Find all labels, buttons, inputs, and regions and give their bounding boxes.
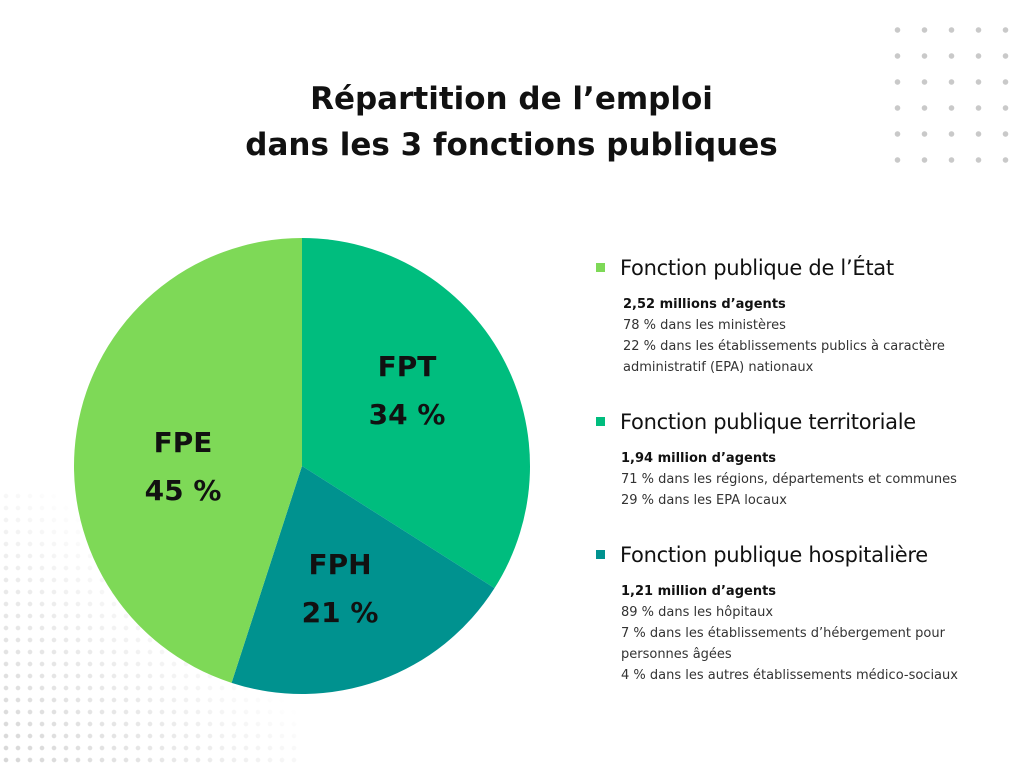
slice-value-label: 21 % [302,596,379,629]
page-title: Répartition de l’emploi dans les 3 fonct… [0,76,1023,168]
detail-line: 7 % dans les établissements d’hébergemen… [621,626,945,662]
legend: Fonction publique de l’État 2,52 millions… [596,250,1016,686]
detail-line: 71 % dans les régions, départements et c… [621,472,957,487]
detail-line: 89 % dans les hôpitaux [621,605,774,620]
legend-heading: Fonction publique territoriale [620,410,916,434]
legend-swatch [596,550,605,559]
detail-line: 4 % dans les autres établissements médic… [621,668,958,683]
agent-count: 1,94 million d’agents [621,451,777,466]
legend-heading: Fonction publique de l’État [620,256,894,280]
detail-line: 29 % dans les EPA locaux [621,493,787,508]
pie-slice-fpe [73,238,303,683]
legend-item: Fonction publique de l’État 2,52 millions… [596,250,1016,378]
legend-details: 1,21 million d’agents 89 % dans les hôpit… [621,581,1016,686]
title-line: dans les 3 fonctions publiques [245,127,778,163]
legend-item: Fonction publique territoriale 1,94 milli… [596,404,1016,511]
agent-count: 1,21 million d’agents [621,584,777,599]
legend-heading: Fonction publique hospitalière [620,543,928,567]
detail-line: 22 % dans les établissements publics à c… [623,339,945,375]
slice-value-label: 45 % [145,474,222,507]
legend-details: 2,52 millions d’agents 78 % dans les mini… [623,294,1016,378]
slice-label: FPH [308,548,371,581]
detail-line: 78 % dans les ministères [623,318,786,333]
slice-value-label: 34 % [369,398,446,431]
legend-details: 1,94 million d’agents 71 % dans les régio… [621,448,1016,511]
slice-label: FPE [154,426,213,459]
legend-item: Fonction publique hospitalière 1,21 milli… [596,537,1016,686]
agent-count: 2,52 millions d’agents [623,297,786,312]
title-line: Répartition de l’emploi [310,81,713,117]
legend-swatch [596,263,605,272]
decorative-dot-grid [884,17,1019,173]
pie-slice-fph [231,466,495,694]
slice-label: FPT [378,350,437,383]
pie-slice-fpt [302,238,530,589]
legend-swatch [596,417,605,426]
